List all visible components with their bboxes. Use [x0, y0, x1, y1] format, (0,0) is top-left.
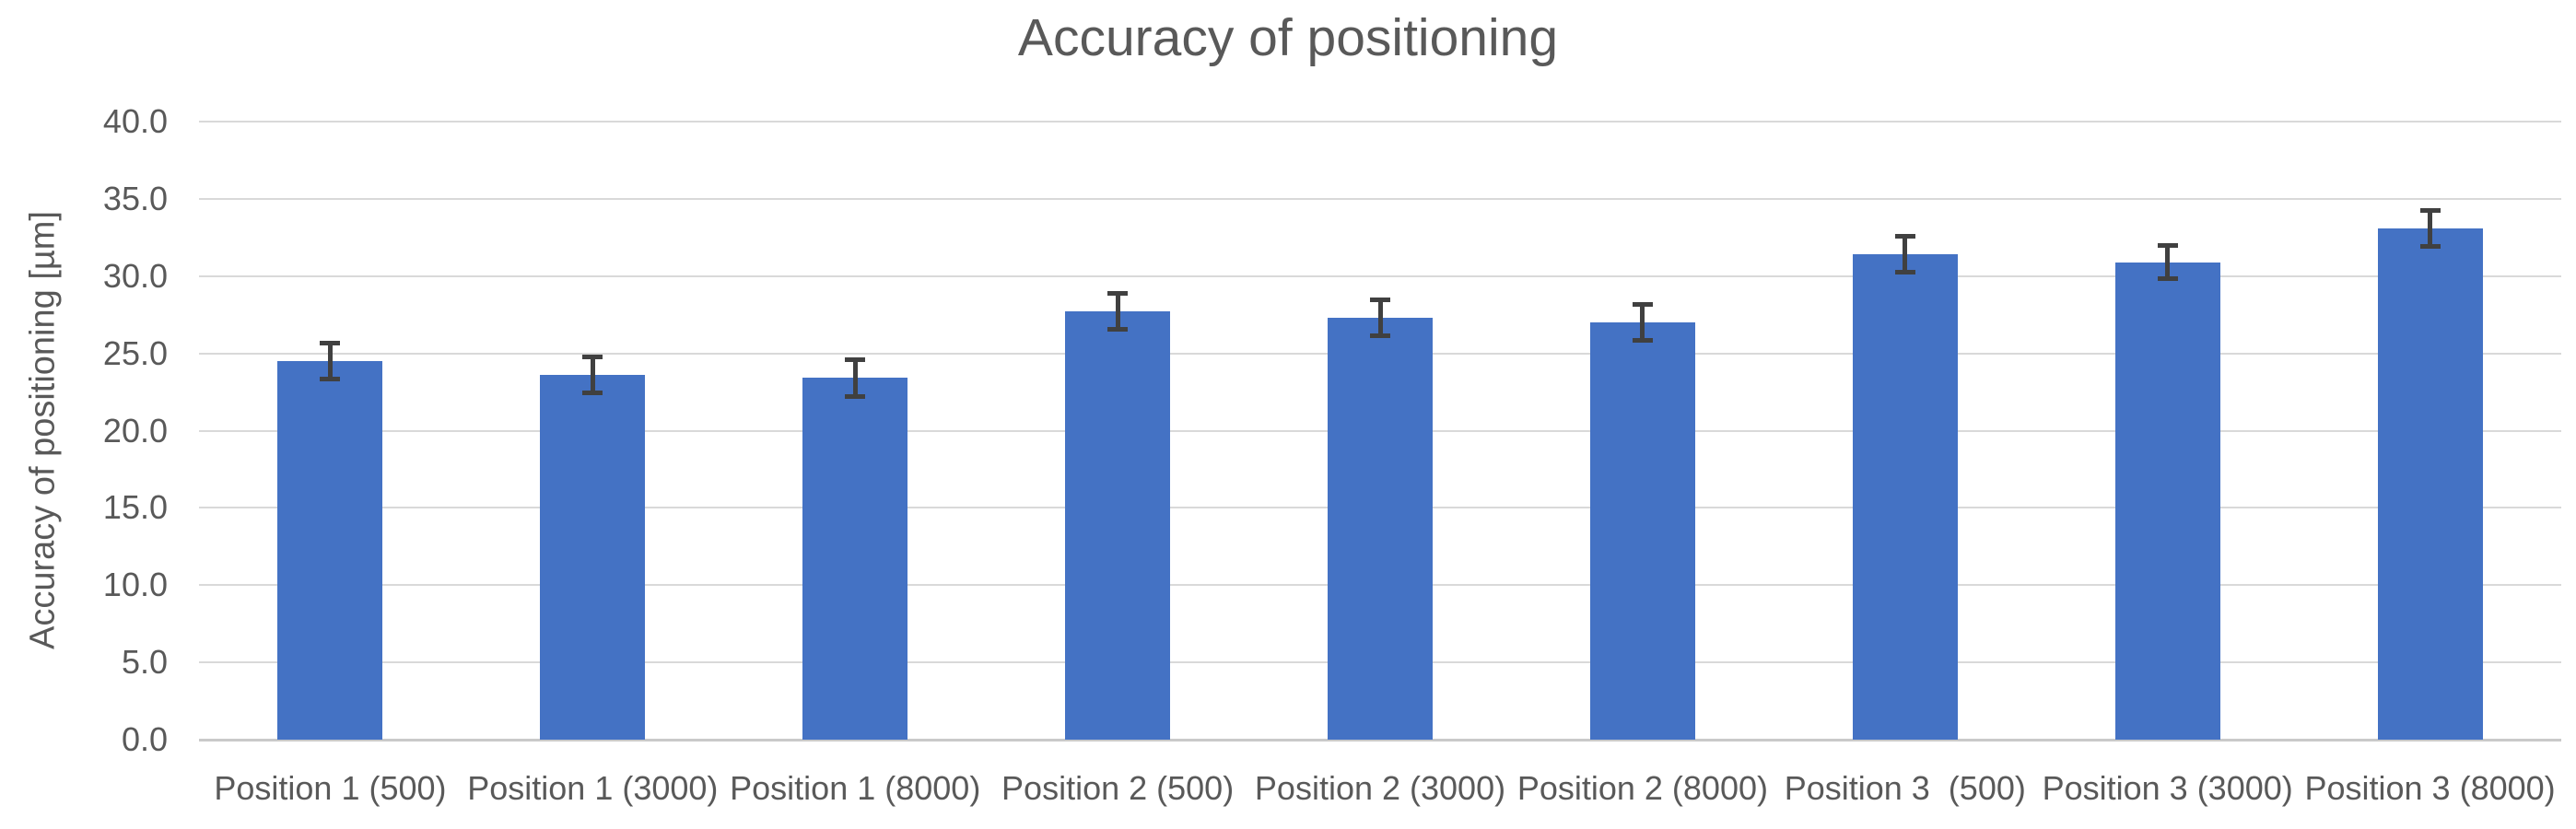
error-bar-whisker [1377, 298, 1383, 337]
error-bar-cap-top [1894, 234, 1915, 239]
error-bar-cap-bottom [1370, 333, 1390, 339]
error-bar-cap-top [1370, 297, 1390, 302]
bar [1065, 311, 1171, 740]
error-bar-cap-bottom [1894, 270, 1915, 275]
y-tick-label: 10.0 [102, 566, 168, 604]
bar-slot [1249, 122, 1512, 740]
x-axis-label: Position 1 (500) [214, 769, 447, 807]
bar [802, 378, 908, 740]
bar [277, 361, 383, 740]
gridline [199, 274, 2561, 277]
error-bar-cap-bottom [1632, 338, 1653, 344]
error-bar-cap-top [845, 357, 866, 363]
bar-slot [724, 122, 987, 740]
bars-container [199, 122, 2561, 740]
error-bar-cap-bottom [2157, 276, 2178, 282]
bar-slot [199, 122, 462, 740]
y-tick-label: 30.0 [102, 256, 168, 295]
y-axis-tick-labels: 0.0 5.0 10.0 15.0 20.0 25.0 30.0 35.0 40.0 [0, 102, 168, 758]
bar [1328, 318, 1433, 740]
x-axis-label: Position 2 (8000) [1516, 769, 1768, 807]
y-tick-label: 15.0 [102, 488, 168, 527]
error-bar-whisker [590, 356, 595, 394]
error-bar-cap-top [1632, 301, 1653, 307]
error-bar-cap-bottom [2419, 243, 2441, 249]
error-bar-whisker [327, 342, 333, 380]
y-tick-label: 25.0 [102, 333, 168, 372]
x-axis-labels: Position 1 (500) Position 1 (3000) Positio… [199, 768, 2561, 809]
y-tick-label: 20.0 [102, 411, 168, 450]
error-bar-cap-bottom [845, 393, 866, 399]
bar-slot [462, 122, 724, 740]
x-axis-label: Position 2 (3000) [1254, 769, 1506, 807]
error-bar-cap-bottom [1107, 327, 1129, 333]
bar-slot [2036, 122, 2299, 740]
error-bar-cap-top [582, 354, 603, 359]
error-bar-whisker [1640, 303, 1645, 342]
bar [1589, 322, 1695, 740]
y-tick-label: 0.0 [121, 720, 168, 758]
bar-slot [1511, 122, 1774, 740]
error-bar-whisker [852, 359, 858, 397]
error-bar-cap-top [320, 340, 341, 345]
bar-slot [2299, 122, 2561, 740]
y-tick-label: 5.0 [121, 643, 168, 682]
bar [1852, 254, 1958, 740]
x-axis-label: Position 1 (8000) [730, 769, 981, 807]
error-bar-whisker [2428, 209, 2433, 247]
chart-title: Accuracy of positioning [1017, 8, 1559, 67]
bar [2114, 262, 2220, 740]
gridline [199, 197, 2561, 200]
error-bar-whisker [2165, 245, 2171, 280]
x-axis-label: Position 1 (3000) [467, 769, 719, 807]
bar-slot [987, 122, 1249, 740]
y-tick-label: 40.0 [102, 102, 168, 140]
bar-slot [1774, 122, 2036, 740]
bar [2377, 228, 2483, 740]
error-bar-cap-top [2419, 207, 2441, 213]
error-bar-cap-bottom [320, 377, 341, 382]
error-bar-cap-top [2157, 243, 2178, 249]
gridline [199, 121, 2561, 123]
y-tick-label: 35.0 [102, 179, 168, 217]
x-axis-baseline [199, 739, 2561, 741]
error-bar-cap-top [1107, 291, 1129, 297]
x-axis-label: Position 3 (8000) [2304, 769, 2556, 807]
plot-area [199, 121, 2561, 741]
error-bar-whisker [1903, 236, 1908, 274]
x-axis-label: Position 2 (500) [1001, 769, 1235, 807]
error-bar-cap-bottom [582, 391, 603, 396]
x-axis-label: Position 3 (500) [1784, 769, 2026, 807]
bar [540, 375, 646, 740]
error-bar-whisker [1115, 293, 1120, 331]
x-axis-label: Position 3 (3000) [2042, 769, 2293, 807]
